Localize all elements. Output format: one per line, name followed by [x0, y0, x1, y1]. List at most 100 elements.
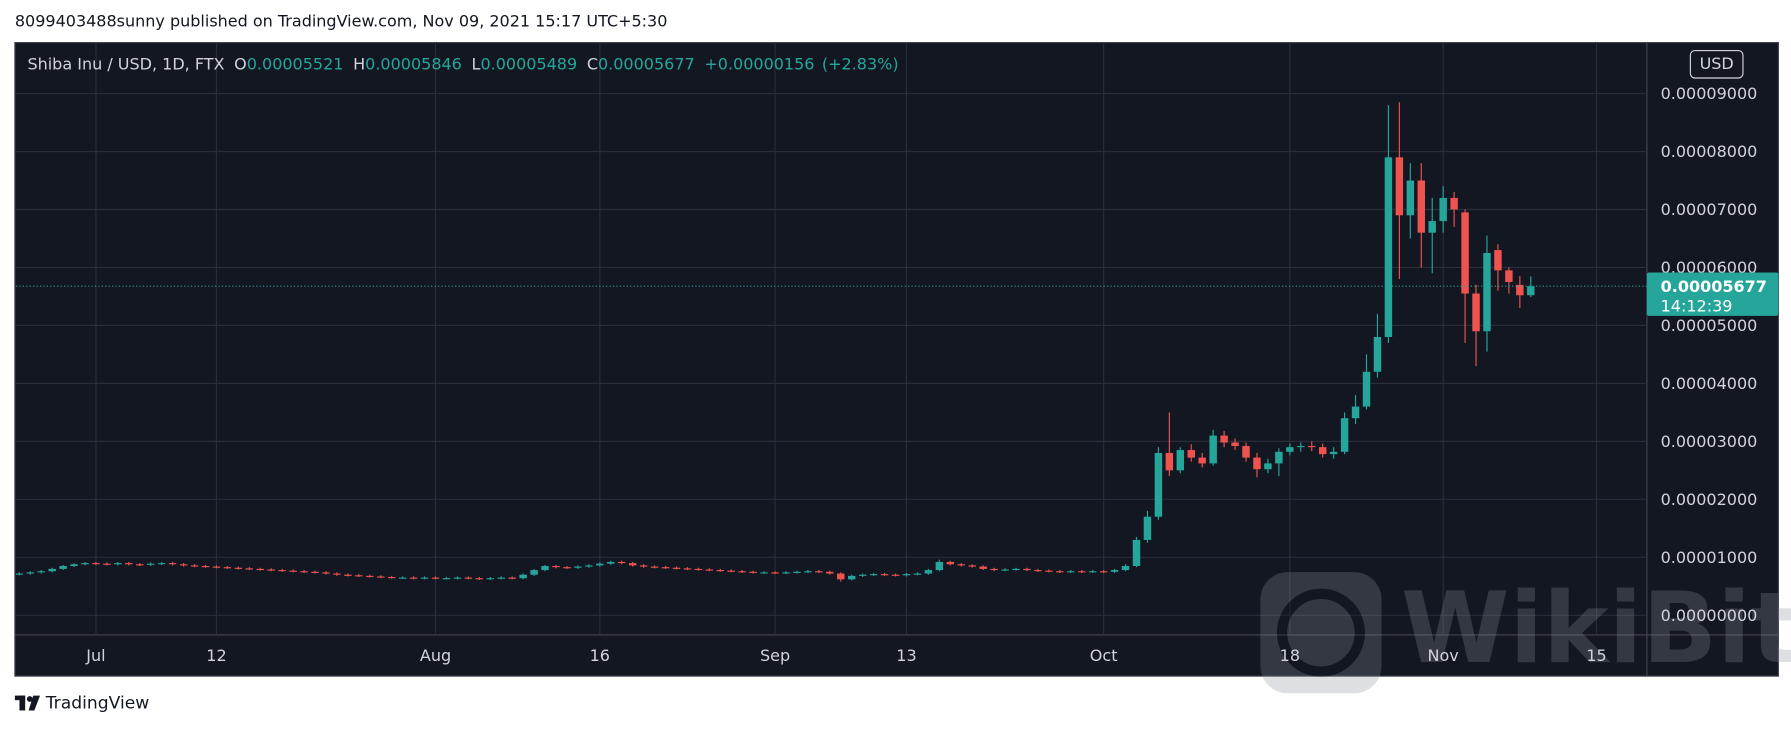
candle-body: [486, 578, 494, 580]
candle-body: [639, 565, 648, 567]
candle-body: [464, 577, 473, 579]
candle-body: [1121, 565, 1130, 571]
candle-body: [1001, 569, 1009, 571]
candle-body: [617, 561, 626, 564]
candle-body: [377, 576, 385, 578]
candle-body: [1056, 571, 1064, 573]
x-tick-label: 16: [590, 646, 610, 665]
x-tick-label: Aug: [420, 646, 451, 665]
watermark-text: WikiBit: [1401, 572, 1791, 686]
candle-body: [59, 565, 67, 569]
x-tick-label: Oct: [1090, 646, 1118, 665]
candle-body: [333, 573, 341, 575]
candle-body: [771, 572, 779, 574]
candle-body: [1165, 452, 1174, 471]
candle-body: [1264, 463, 1272, 470]
candle-body: [114, 563, 122, 565]
candle-body: [1275, 451, 1283, 464]
candle-body: [81, 563, 89, 565]
y-tick-label: 0.00008000: [1661, 142, 1758, 161]
candle-body: [1099, 571, 1108, 573]
candle-body: [420, 577, 429, 579]
last-price-tag: [1646, 272, 1779, 316]
candle-body: [1132, 539, 1141, 566]
candle-body: [1318, 447, 1327, 455]
candle-body: [475, 578, 484, 580]
candle-body: [683, 568, 692, 570]
candle-body: [1527, 286, 1535, 296]
x-tick-label: Sep: [760, 646, 790, 665]
candle-body: [1406, 180, 1415, 216]
candle-body: [16, 573, 24, 575]
x-tick-label: Nov: [1428, 646, 1459, 665]
x-tick-label: 18: [1280, 646, 1300, 665]
candle-body: [804, 571, 812, 573]
y-tick-label: 0.00001000: [1661, 548, 1758, 567]
candle-body: [1067, 571, 1075, 573]
candle-body: [366, 575, 374, 577]
candle-body: [924, 570, 933, 574]
candle-body: [705, 569, 714, 571]
candle-body: [431, 577, 440, 579]
candle-body: [289, 570, 297, 572]
currency[interactable]: USD: [1700, 54, 1734, 73]
y-tick-label: 0.00003000: [1661, 432, 1758, 451]
candle-body: [1373, 337, 1382, 372]
ohlc-label: O: [234, 54, 247, 73]
candle-body: [37, 571, 45, 573]
candle-body: [442, 578, 451, 580]
candle-body: [815, 571, 823, 573]
candle-body: [190, 565, 199, 567]
candles: [16, 102, 1535, 582]
candle-body: [1088, 571, 1097, 573]
candle-body: [1034, 570, 1042, 572]
candle-body: [256, 568, 264, 571]
candle-body: [596, 563, 604, 566]
candle-body: [607, 561, 615, 564]
candle-body: [858, 574, 867, 576]
candle-body: [913, 573, 922, 575]
candle-body: [1384, 157, 1393, 338]
candle-body: [530, 570, 538, 575]
candle-body: [847, 575, 856, 580]
candle-body: [1253, 457, 1261, 470]
candle-body: [1450, 197, 1458, 210]
candle-body: [1242, 446, 1250, 458]
candle-body: [245, 568, 254, 570]
candle-body: [880, 574, 889, 576]
candle-body: [552, 565, 560, 568]
countdown: 14:12:39: [1661, 296, 1733, 315]
candle-body: [869, 574, 878, 576]
candle-body: [968, 565, 976, 567]
candle-body: [92, 563, 100, 565]
chart-panel: [14, 41, 1779, 677]
candle-body: [979, 566, 987, 569]
candle-body: [793, 571, 801, 573]
candle-body: [355, 575, 363, 577]
candle-body: [344, 574, 352, 576]
candle-body: [1516, 284, 1524, 296]
candle-body: [212, 566, 221, 568]
candle-body: [661, 567, 670, 569]
candle-body: [409, 577, 418, 579]
watermark-logo: [1260, 572, 1382, 694]
candle-body: [738, 571, 746, 573]
candle-body: [311, 571, 319, 573]
candle-body: [1176, 450, 1185, 471]
candle-body: [563, 567, 571, 569]
candle-body: [48, 568, 56, 572]
last-price-label: 0.00005677: [1661, 277, 1767, 296]
candle-body: [990, 568, 998, 571]
ohlc-label: L: [472, 54, 481, 73]
currency-button[interactable]: [1689, 49, 1744, 79]
candle-body: [1362, 371, 1371, 407]
logo-part: [19, 695, 26, 711]
candle-body: [1483, 252, 1491, 332]
candle-body: [1472, 293, 1480, 332]
candle-body: [716, 570, 725, 572]
candle-body: [1417, 180, 1425, 233]
x-tick-label: 15: [1586, 646, 1606, 665]
candle-body: [935, 561, 944, 571]
